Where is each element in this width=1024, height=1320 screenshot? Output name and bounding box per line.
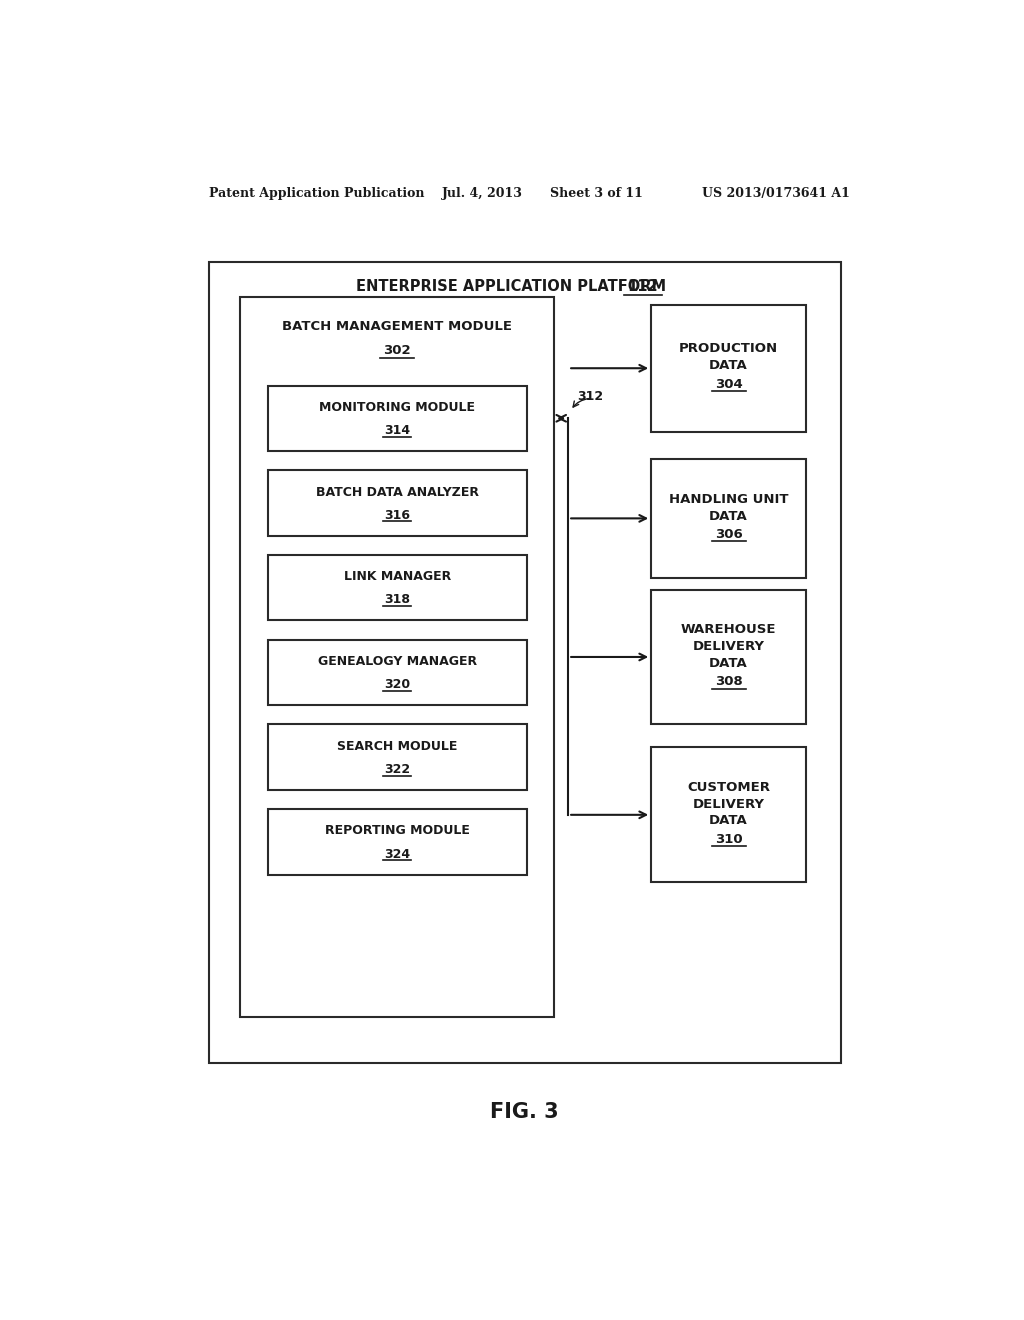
FancyBboxPatch shape bbox=[651, 459, 806, 578]
Text: ENTERPRISE APPLICATION PLATFORM: ENTERPRISE APPLICATION PLATFORM bbox=[356, 280, 667, 294]
Text: HANDLING UNIT: HANDLING UNIT bbox=[669, 492, 788, 506]
FancyBboxPatch shape bbox=[267, 640, 527, 705]
Text: Patent Application Publication: Patent Application Publication bbox=[209, 186, 425, 199]
FancyBboxPatch shape bbox=[267, 725, 527, 789]
Text: WAREHOUSE: WAREHOUSE bbox=[681, 623, 776, 636]
Text: 306: 306 bbox=[715, 528, 742, 541]
Text: FIG. 3: FIG. 3 bbox=[490, 1102, 559, 1122]
Text: 320: 320 bbox=[384, 678, 411, 692]
Text: PRODUCTION: PRODUCTION bbox=[679, 342, 778, 355]
Text: 316: 316 bbox=[384, 508, 411, 521]
Text: GENEALOGY MANAGER: GENEALOGY MANAGER bbox=[317, 655, 477, 668]
FancyBboxPatch shape bbox=[267, 470, 527, 536]
Text: 312: 312 bbox=[578, 391, 603, 403]
Text: 112: 112 bbox=[628, 280, 658, 294]
Text: DELIVERY: DELIVERY bbox=[692, 640, 765, 652]
Text: Sheet 3 of 11: Sheet 3 of 11 bbox=[550, 186, 643, 199]
Text: DATA: DATA bbox=[710, 359, 748, 372]
Text: 322: 322 bbox=[384, 763, 411, 776]
Text: 314: 314 bbox=[384, 424, 411, 437]
Text: MONITORING MODULE: MONITORING MODULE bbox=[319, 401, 475, 414]
Text: 308: 308 bbox=[715, 675, 742, 688]
Text: DATA: DATA bbox=[710, 656, 748, 669]
Text: DATA: DATA bbox=[710, 510, 748, 523]
Text: DELIVERY: DELIVERY bbox=[692, 797, 765, 810]
FancyBboxPatch shape bbox=[651, 305, 806, 432]
Text: 304: 304 bbox=[715, 378, 742, 391]
Text: REPORTING MODULE: REPORTING MODULE bbox=[325, 825, 470, 837]
Text: BATCH DATA ANALYZER: BATCH DATA ANALYZER bbox=[315, 486, 479, 499]
Text: Jul. 4, 2013: Jul. 4, 2013 bbox=[442, 186, 522, 199]
FancyBboxPatch shape bbox=[241, 297, 554, 1016]
Text: 310: 310 bbox=[715, 833, 742, 846]
FancyBboxPatch shape bbox=[209, 263, 841, 1063]
Text: CUSTOMER: CUSTOMER bbox=[687, 780, 770, 793]
FancyBboxPatch shape bbox=[267, 809, 527, 875]
Text: 324: 324 bbox=[384, 847, 411, 861]
Text: SEARCH MODULE: SEARCH MODULE bbox=[337, 739, 458, 752]
FancyBboxPatch shape bbox=[651, 590, 806, 725]
Text: 318: 318 bbox=[384, 594, 411, 606]
Text: LINK MANAGER: LINK MANAGER bbox=[344, 570, 451, 583]
Text: BATCH MANAGEMENT MODULE: BATCH MANAGEMENT MODULE bbox=[283, 319, 512, 333]
FancyBboxPatch shape bbox=[651, 747, 806, 882]
Text: US 2013/0173641 A1: US 2013/0173641 A1 bbox=[701, 186, 849, 199]
Text: DATA: DATA bbox=[710, 814, 748, 828]
FancyBboxPatch shape bbox=[267, 385, 527, 451]
Text: 302: 302 bbox=[384, 345, 411, 358]
FancyBboxPatch shape bbox=[267, 554, 527, 620]
